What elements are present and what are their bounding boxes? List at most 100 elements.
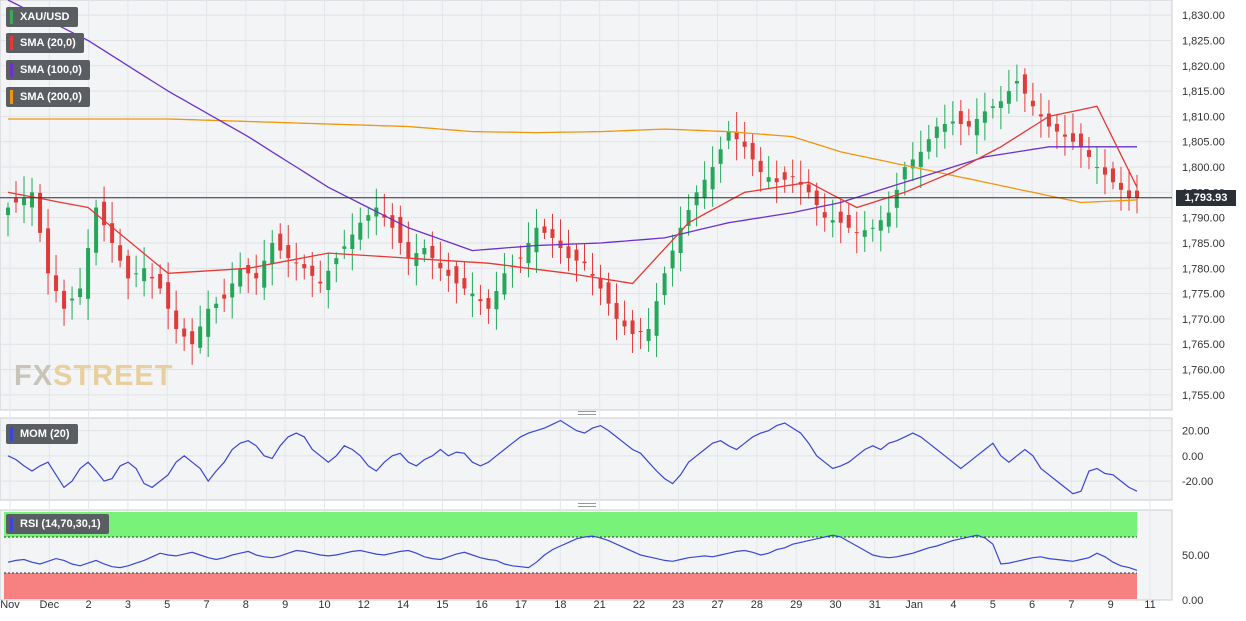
candle-body (334, 258, 339, 265)
candle-body (934, 126, 939, 138)
x-tick-label: 2 (86, 599, 92, 611)
mom-label: MOM (20) (20, 428, 70, 440)
mom-legend: MOM (20) (6, 424, 78, 444)
candle-body (1038, 114, 1043, 117)
candle-body (998, 101, 1003, 109)
x-tick-label: 18 (554, 599, 566, 611)
candle-body (718, 149, 723, 164)
candle-body (1046, 113, 1051, 127)
x-tick-label: 28 (751, 599, 763, 611)
candle-body (438, 262, 443, 269)
main-y-tick-label: 1,755.00 (1182, 390, 1225, 402)
candle-body (1014, 80, 1019, 84)
candle-body (30, 192, 35, 208)
candle-body (422, 248, 427, 255)
candle-body (518, 257, 523, 259)
candle-body (982, 111, 987, 123)
sma20-label: SMA (20,0) (20, 37, 76, 49)
candle-body (742, 141, 747, 147)
candle-body (206, 308, 211, 337)
x-tick-label: 9 (282, 599, 288, 611)
sma200-legend: SMA (200,0) (6, 87, 90, 107)
main-y-tick-label: 1,775.00 (1182, 289, 1225, 301)
mom-line (7, 419, 1138, 495)
candle-body (78, 288, 83, 298)
x-tick-label: 3 (125, 599, 131, 611)
x-tick-label: Jan (905, 599, 923, 611)
main-y-tick-label: 1,815.00 (1182, 86, 1225, 98)
mom-y-tick-label: -20.00 (1182, 476, 1213, 488)
candle-body (686, 210, 691, 226)
pane-resize-handle (578, 503, 596, 504)
candle-body (302, 264, 307, 269)
candle-body (1022, 74, 1027, 94)
candle-body (414, 253, 419, 266)
candle-body (726, 131, 731, 141)
mom-color-swatch (10, 427, 13, 441)
candle-body (278, 233, 283, 251)
candle-body (654, 301, 659, 336)
candle-body (902, 167, 907, 180)
candle-body (286, 245, 291, 259)
candle-body (46, 228, 51, 274)
candle-body (878, 220, 883, 231)
candle-body (430, 245, 435, 259)
main-y-tick-label: 1,830.00 (1182, 10, 1225, 22)
candle-body (646, 329, 651, 341)
candle-body (702, 179, 707, 199)
candle-body (710, 167, 715, 190)
candle-body (550, 229, 555, 238)
candle-body (590, 273, 595, 276)
candle-body (246, 265, 251, 274)
candle-body (398, 216, 403, 243)
candle-body (694, 192, 699, 206)
x-tick-label: 11 (1144, 599, 1155, 611)
x-tick-label: 5 (990, 599, 996, 611)
symbol-legend: XAU/USD (6, 7, 78, 27)
x-tick-label: 21 (594, 599, 606, 611)
candle-body (238, 268, 243, 287)
main-y-tick-label: 1,760.00 (1182, 365, 1225, 377)
rsi-label: RSI (14,70,30,1) (20, 518, 101, 530)
candle-body (1078, 133, 1083, 147)
candle-body (630, 320, 635, 335)
candle-body (494, 291, 499, 310)
candle-body (734, 132, 739, 140)
main-y-tick-label: 1,770.00 (1182, 314, 1225, 326)
rsi-legend: RSI (14,70,30,1) (6, 514, 109, 534)
candle-body (342, 246, 347, 249)
candle-body (134, 273, 139, 275)
candle-body (326, 270, 331, 291)
candle-body (974, 118, 979, 136)
sma100-legend: SMA (100,0) (6, 60, 90, 80)
candle-body (366, 215, 371, 221)
candle-body (158, 273, 163, 289)
candle-body (782, 172, 787, 180)
rsi-y-tick-label: 50.00 (1182, 550, 1210, 562)
candle-body (806, 184, 811, 193)
x-tick-label: 27 (711, 599, 723, 611)
candle-body (1094, 167, 1099, 169)
candle-body (606, 282, 611, 304)
candle-body (198, 326, 203, 348)
candle-body (1086, 150, 1091, 157)
candle-body (118, 245, 123, 261)
main-y-tick-label: 1,810.00 (1182, 111, 1225, 123)
sma100-color-swatch (10, 63, 13, 77)
candle-body (598, 278, 603, 289)
candle-body (254, 272, 259, 279)
candle-body (62, 290, 67, 309)
candle-body (318, 281, 323, 284)
sma20-line (7, 105, 1138, 285)
candle-body (1102, 167, 1107, 175)
candle-body (566, 246, 571, 259)
candle-body (182, 328, 187, 337)
main-y-tick-label: 1,780.00 (1182, 263, 1225, 275)
candle-body (678, 227, 683, 254)
candle-body (966, 121, 971, 127)
symbol-label: XAU/USD (20, 11, 70, 23)
candle-body (1030, 100, 1035, 107)
x-tick-label: 4 (950, 599, 956, 611)
candle-body (854, 232, 859, 234)
x-tick-label: 29 (790, 599, 802, 611)
